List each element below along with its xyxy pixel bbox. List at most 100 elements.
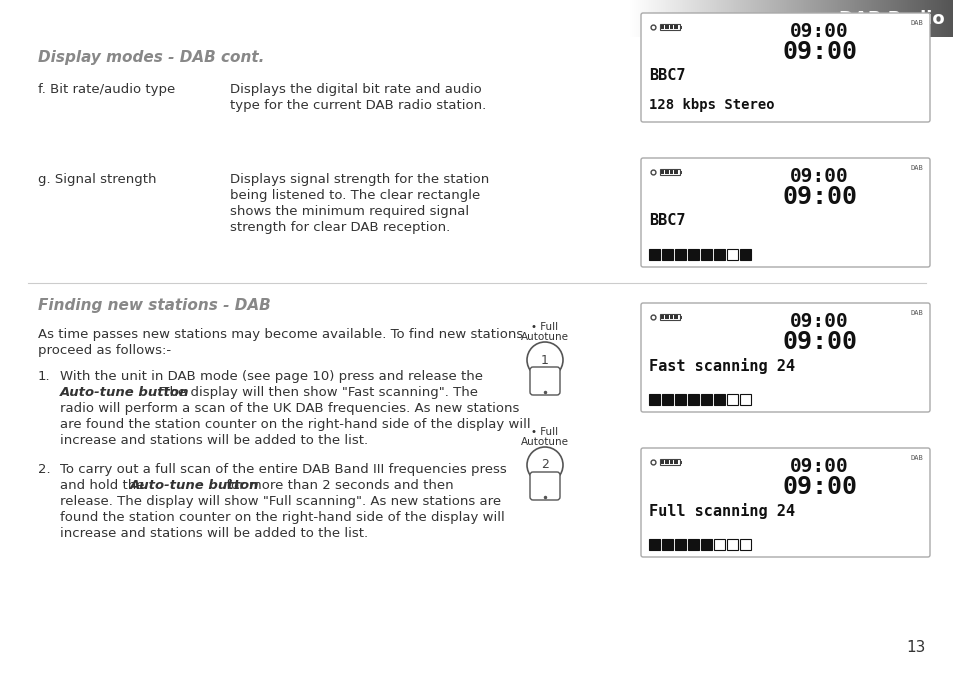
Bar: [679, 170, 681, 174]
Text: As time passes new stations may become available. To find new stations: As time passes new stations may become a…: [38, 328, 522, 341]
Bar: [674, 170, 678, 174]
Text: DAB: DAB: [909, 165, 923, 171]
Text: Autotune: Autotune: [520, 332, 568, 342]
Bar: [713, 539, 724, 550]
Bar: [740, 394, 750, 405]
Bar: [726, 394, 738, 405]
Text: 09:00: 09:00: [789, 167, 848, 186]
Text: • Full: • Full: [531, 427, 558, 437]
Text: Fast scanning 24: Fast scanning 24: [648, 358, 794, 374]
Text: radio will perform a scan of the UK DAB frequencies. As new stations: radio will perform a scan of the UK DAB …: [60, 402, 518, 415]
Text: increase and stations will be added to the list.: increase and stations will be added to t…: [60, 434, 368, 447]
Text: 09:00: 09:00: [781, 475, 857, 499]
Text: Autotune: Autotune: [520, 437, 568, 447]
Bar: [665, 170, 668, 174]
Bar: [659, 459, 679, 465]
Bar: [660, 460, 664, 464]
Bar: [674, 460, 678, 464]
Text: To carry out a full scan of the entire DAB Band III frequencies press: To carry out a full scan of the entire D…: [60, 463, 506, 476]
Text: found the station counter on the right-hand side of the display will: found the station counter on the right-h…: [60, 511, 504, 524]
Text: DAB: DAB: [909, 20, 923, 26]
Bar: [648, 394, 659, 405]
Text: 1: 1: [540, 353, 548, 367]
Bar: [687, 394, 699, 405]
Text: 09:00: 09:00: [789, 312, 848, 331]
Bar: [726, 539, 738, 550]
Bar: [669, 460, 673, 464]
Bar: [660, 315, 664, 319]
FancyBboxPatch shape: [640, 158, 929, 267]
Text: proceed as follows:-: proceed as follows:-: [38, 344, 171, 357]
Text: Display modes - DAB cont.: Display modes - DAB cont.: [38, 50, 264, 65]
Bar: [675, 394, 685, 405]
Circle shape: [526, 342, 562, 378]
Text: 09:00: 09:00: [789, 457, 848, 476]
Bar: [713, 394, 724, 405]
Text: and hold the: and hold the: [60, 479, 149, 492]
Text: Auto-tune button: Auto-tune button: [130, 479, 259, 492]
Bar: [669, 315, 673, 319]
Text: type for the current DAB radio station.: type for the current DAB radio station.: [230, 99, 486, 112]
Text: . The display will then show "Fast scanning". The: . The display will then show "Fast scann…: [152, 386, 477, 399]
Text: With the unit in DAB mode (see page 10) press and release the: With the unit in DAB mode (see page 10) …: [60, 370, 482, 383]
Text: 2: 2: [540, 458, 548, 472]
Bar: [679, 26, 681, 28]
Bar: [740, 539, 750, 550]
Bar: [659, 24, 679, 30]
Text: Displays the digital bit rate and audio: Displays the digital bit rate and audio: [230, 83, 481, 96]
Bar: [669, 25, 673, 29]
Bar: [675, 539, 685, 550]
Text: BBC7: BBC7: [648, 213, 685, 228]
Bar: [660, 170, 664, 174]
Bar: [665, 460, 668, 464]
Text: strength for clear DAB reception.: strength for clear DAB reception.: [230, 221, 450, 234]
Text: 09:00: 09:00: [789, 22, 848, 41]
Bar: [660, 25, 664, 29]
Bar: [659, 314, 679, 320]
FancyBboxPatch shape: [640, 13, 929, 122]
Text: 09:00: 09:00: [781, 330, 857, 354]
FancyBboxPatch shape: [640, 303, 929, 412]
Bar: [700, 539, 711, 550]
Text: are found the station counter on the right-hand side of the display will: are found the station counter on the rig…: [60, 418, 530, 431]
Text: DAB: DAB: [909, 455, 923, 461]
Text: Displays signal strength for the station: Displays signal strength for the station: [230, 173, 489, 186]
Bar: [687, 249, 699, 260]
Text: BBC7: BBC7: [648, 69, 685, 83]
Text: Full scanning 24: Full scanning 24: [648, 503, 794, 519]
Bar: [713, 249, 724, 260]
Text: Finding new stations - DAB: Finding new stations - DAB: [38, 298, 271, 313]
Bar: [687, 539, 699, 550]
Text: increase and stations will be added to the list.: increase and stations will be added to t…: [60, 527, 368, 540]
Bar: [661, 539, 672, 550]
Bar: [675, 249, 685, 260]
Bar: [679, 460, 681, 464]
Text: • Full: • Full: [531, 322, 558, 332]
Text: 128 kbps Stereo: 128 kbps Stereo: [648, 98, 774, 112]
Bar: [700, 394, 711, 405]
Bar: [669, 170, 673, 174]
Bar: [700, 249, 711, 260]
Text: g. Signal strength: g. Signal strength: [38, 173, 156, 186]
Bar: [674, 315, 678, 319]
Text: 09:00: 09:00: [781, 185, 857, 209]
Bar: [665, 315, 668, 319]
Text: 2.: 2.: [38, 463, 51, 476]
Text: 09:00: 09:00: [781, 40, 857, 64]
Text: 13: 13: [905, 640, 925, 655]
Bar: [665, 25, 668, 29]
Text: f. Bit rate/audio type: f. Bit rate/audio type: [38, 83, 175, 96]
Bar: [659, 169, 679, 175]
Bar: [661, 394, 672, 405]
Bar: [648, 249, 659, 260]
FancyBboxPatch shape: [640, 448, 929, 557]
Bar: [648, 539, 659, 550]
Text: for more than 2 seconds and then: for more than 2 seconds and then: [222, 479, 454, 492]
Bar: [726, 249, 738, 260]
Text: DAB Radio: DAB Radio: [839, 9, 944, 28]
Text: release. The display will show "Full scanning". As new stations are: release. The display will show "Full sca…: [60, 495, 500, 508]
Text: Auto-tune button: Auto-tune button: [60, 386, 190, 399]
Bar: [661, 249, 672, 260]
Bar: [674, 25, 678, 29]
Text: shows the minimum required signal: shows the minimum required signal: [230, 205, 469, 218]
